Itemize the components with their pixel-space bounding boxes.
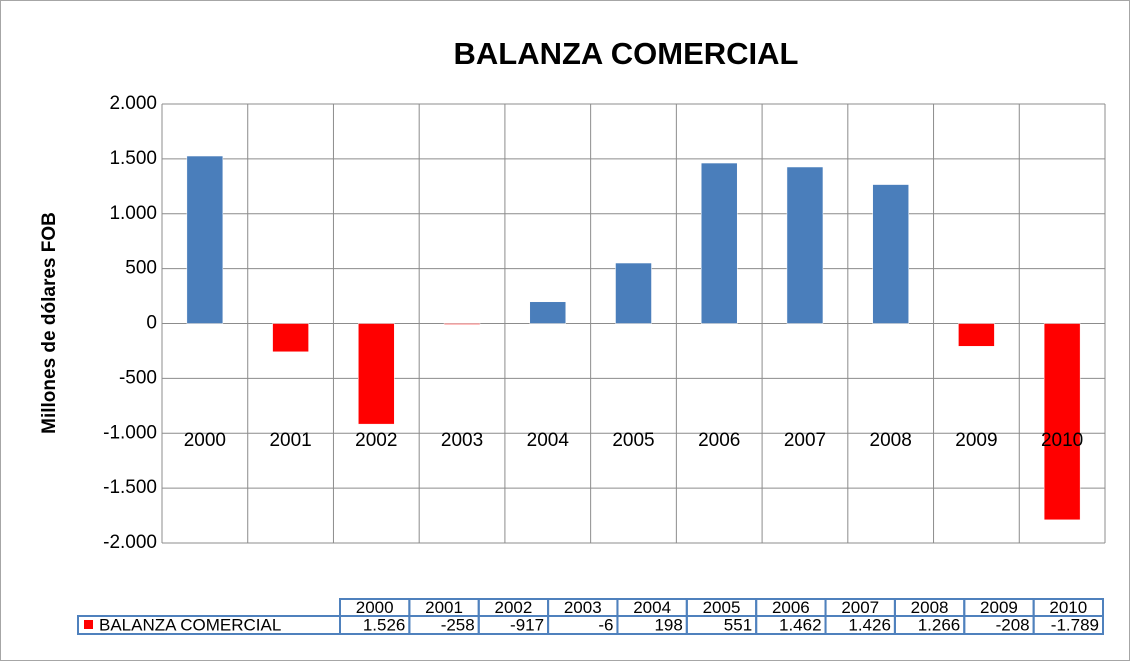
y-tick-label: 0 (146, 313, 157, 334)
bar (529, 301, 567, 324)
table-header: 2007 (841, 598, 879, 617)
legend-marker (84, 620, 93, 629)
bar (1043, 323, 1081, 521)
y-tick-label: 2.000 (109, 93, 157, 114)
table-value: -208 (996, 615, 1030, 634)
x-tick-label: 2001 (269, 430, 311, 451)
bar (358, 323, 395, 425)
x-tick-label: 2004 (527, 430, 570, 451)
table-value: 1.266 (918, 615, 961, 634)
x-tick-label: 2008 (870, 430, 912, 451)
table-header: 2003 (564, 598, 602, 617)
table-header: 2008 (911, 598, 949, 617)
table-header: 2006 (772, 598, 810, 617)
table-header: 2000 (356, 598, 394, 617)
table-value: 1.526 (363, 615, 406, 634)
table-header: 2002 (494, 598, 532, 617)
x-tick-label: 2006 (698, 430, 740, 451)
bar (186, 155, 224, 324)
table-header: 2001 (425, 598, 463, 617)
table-value: -917 (510, 615, 544, 634)
y-tick-label: -1.500 (103, 477, 157, 498)
bar (272, 323, 309, 353)
bar (443, 323, 481, 325)
table-value: -258 (441, 615, 475, 634)
table-value: 551 (724, 615, 752, 634)
bar (872, 184, 909, 324)
x-tick-label: 2009 (955, 430, 997, 451)
legend-label: BALANZA COMERCIAL (99, 615, 281, 634)
table-header: 2009 (980, 598, 1018, 617)
y-tick-label: 1.500 (109, 148, 157, 169)
y-axis-label: Millones de dólares FOB (39, 212, 60, 434)
table-value: -1.789 (1051, 615, 1099, 634)
table-value: -6 (598, 615, 613, 634)
chart-title: BALANZA COMERCIAL (454, 36, 799, 71)
bar (786, 166, 824, 324)
y-tick-label: -1.000 (103, 422, 157, 443)
y-tick-label: 500 (125, 258, 157, 279)
x-tick-label: 2010 (1041, 430, 1083, 451)
x-tick-label: 2000 (184, 430, 226, 451)
table-cell (77, 615, 341, 635)
y-tick-label: -500 (119, 367, 157, 388)
table-value: 198 (654, 615, 682, 634)
table-header: 2010 (1049, 598, 1087, 617)
x-tick-label: 2005 (612, 430, 654, 451)
bar (700, 162, 738, 324)
table-header: 2004 (633, 598, 671, 617)
x-tick-label: 2002 (355, 430, 397, 451)
table-value: 1.462 (779, 615, 822, 634)
y-tick-label: -2.000 (103, 532, 157, 553)
table-cell (1032, 615, 1104, 635)
x-tick-label: 2007 (784, 430, 826, 451)
bar (958, 323, 995, 347)
bar (615, 262, 652, 324)
table-value: 1.426 (848, 615, 891, 634)
x-tick-label: 2003 (441, 430, 483, 451)
table-header: 2005 (703, 598, 741, 617)
y-tick-label: 1.000 (109, 203, 157, 224)
